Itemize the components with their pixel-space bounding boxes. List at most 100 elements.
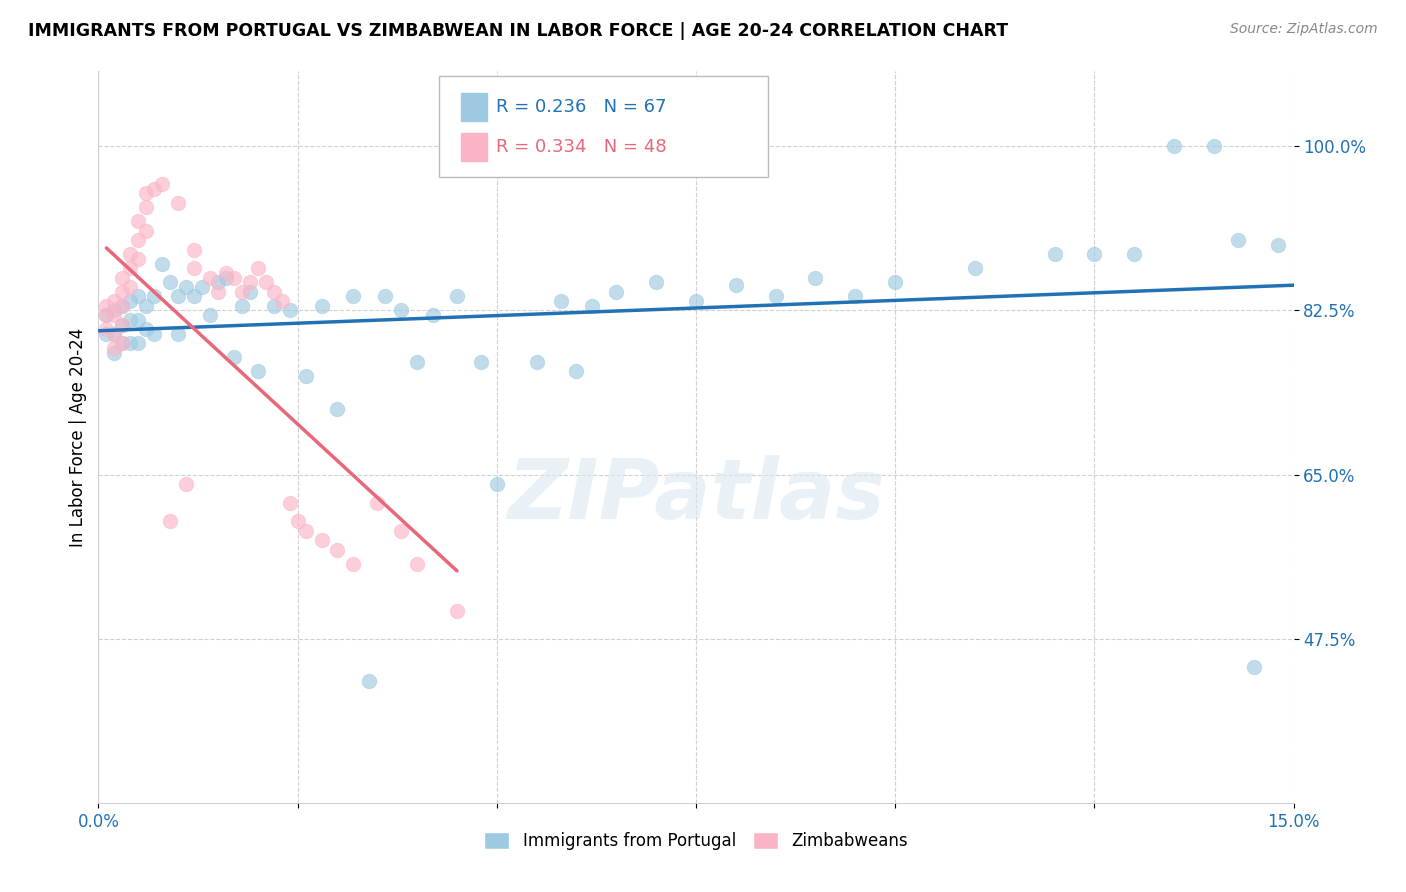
Text: Source: ZipAtlas.com: Source: ZipAtlas.com bbox=[1230, 22, 1378, 37]
Point bbox=[183, 289, 205, 303]
Point bbox=[150, 177, 173, 191]
Point bbox=[526, 355, 548, 369]
Point bbox=[389, 303, 412, 318]
Point bbox=[120, 280, 142, 294]
Point bbox=[422, 308, 444, 322]
Point bbox=[263, 299, 285, 313]
Point bbox=[135, 186, 157, 201]
Point bbox=[685, 294, 707, 309]
Point bbox=[239, 276, 262, 290]
Point bbox=[103, 326, 125, 341]
Point bbox=[120, 294, 142, 309]
Point bbox=[159, 276, 181, 290]
Point bbox=[103, 303, 125, 318]
Point bbox=[143, 326, 166, 341]
Point bbox=[366, 496, 388, 510]
Point bbox=[963, 261, 986, 276]
Point bbox=[120, 313, 142, 327]
Point bbox=[198, 270, 221, 285]
Point bbox=[342, 289, 364, 303]
Point bbox=[111, 270, 134, 285]
Point bbox=[326, 542, 349, 557]
Point bbox=[374, 289, 396, 303]
Point bbox=[254, 276, 277, 290]
Point bbox=[470, 355, 492, 369]
Point bbox=[884, 276, 907, 290]
Point bbox=[127, 336, 149, 351]
Point bbox=[127, 252, 149, 266]
Point bbox=[215, 270, 238, 285]
Point bbox=[103, 294, 125, 309]
Point bbox=[446, 603, 468, 617]
Point bbox=[135, 299, 157, 313]
Point bbox=[174, 477, 197, 491]
Text: R = 0.236   N = 67: R = 0.236 N = 67 bbox=[496, 98, 666, 116]
Point bbox=[111, 299, 134, 313]
Point bbox=[485, 477, 508, 491]
Point bbox=[111, 318, 134, 332]
Point bbox=[120, 247, 142, 261]
Point bbox=[406, 557, 429, 571]
Point bbox=[311, 533, 333, 548]
Point bbox=[246, 261, 269, 276]
Point bbox=[127, 289, 149, 303]
Point bbox=[167, 326, 190, 341]
Text: IMMIGRANTS FROM PORTUGAL VS ZIMBABWEAN IN LABOR FORCE | AGE 20-24 CORRELATION CH: IMMIGRANTS FROM PORTUGAL VS ZIMBABWEAN I… bbox=[28, 22, 1008, 40]
Point bbox=[198, 308, 221, 322]
Point bbox=[174, 280, 197, 294]
Point bbox=[765, 289, 787, 303]
Point bbox=[96, 326, 118, 341]
Point bbox=[167, 195, 190, 210]
Point bbox=[96, 299, 118, 313]
Point bbox=[150, 257, 173, 271]
Legend: Immigrants from Portugal, Zimbabweans: Immigrants from Portugal, Zimbabweans bbox=[478, 825, 914, 856]
Point bbox=[342, 557, 364, 571]
Point bbox=[1243, 660, 1265, 674]
Point bbox=[127, 313, 149, 327]
Point bbox=[239, 285, 262, 299]
Text: ZIPatlas: ZIPatlas bbox=[508, 455, 884, 536]
Point bbox=[111, 299, 134, 313]
Point bbox=[143, 181, 166, 195]
Point bbox=[222, 351, 245, 365]
Point bbox=[1226, 233, 1249, 247]
Point bbox=[207, 285, 229, 299]
Point bbox=[103, 341, 125, 355]
Point bbox=[844, 289, 866, 303]
Point bbox=[191, 280, 214, 294]
FancyBboxPatch shape bbox=[439, 77, 768, 178]
Point bbox=[1163, 139, 1185, 153]
Point bbox=[565, 364, 588, 378]
Point bbox=[389, 524, 412, 538]
Point bbox=[183, 261, 205, 276]
Point bbox=[222, 270, 245, 285]
Point bbox=[581, 299, 603, 313]
Point bbox=[111, 318, 134, 332]
Y-axis label: In Labor Force | Age 20-24: In Labor Force | Age 20-24 bbox=[69, 327, 87, 547]
Point bbox=[804, 270, 827, 285]
FancyBboxPatch shape bbox=[461, 94, 486, 121]
Point bbox=[135, 322, 157, 336]
Text: R = 0.334   N = 48: R = 0.334 N = 48 bbox=[496, 137, 666, 156]
Point bbox=[724, 278, 747, 293]
Point bbox=[287, 515, 309, 529]
Point bbox=[231, 299, 253, 313]
Point bbox=[103, 345, 125, 359]
Point bbox=[127, 214, 149, 228]
Point bbox=[550, 294, 572, 309]
Point bbox=[96, 308, 118, 322]
Point bbox=[278, 303, 301, 318]
Point bbox=[103, 326, 125, 341]
Point bbox=[143, 289, 166, 303]
Point bbox=[446, 289, 468, 303]
Point bbox=[135, 200, 157, 214]
Point bbox=[103, 308, 125, 322]
Point bbox=[311, 299, 333, 313]
Point bbox=[1202, 139, 1225, 153]
Point bbox=[263, 285, 285, 299]
Point bbox=[111, 285, 134, 299]
FancyBboxPatch shape bbox=[461, 133, 486, 161]
Point bbox=[1043, 247, 1066, 261]
Point bbox=[278, 496, 301, 510]
Point bbox=[1123, 247, 1146, 261]
